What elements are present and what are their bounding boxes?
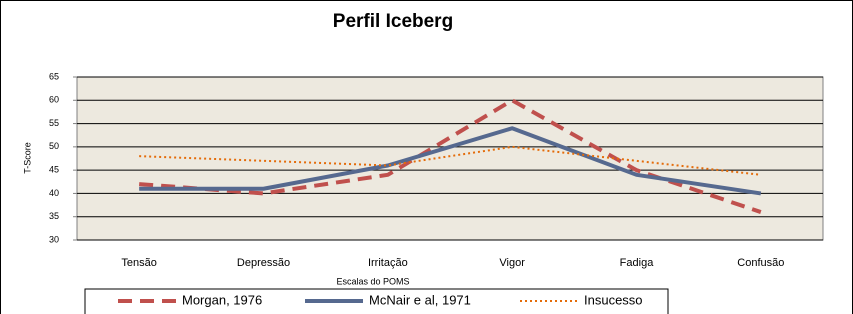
y-tick-label: 60 <box>49 95 59 105</box>
plot-area <box>76 76 824 241</box>
series-line <box>139 126 762 196</box>
x-tick-label: Tensão <box>121 257 156 269</box>
y-tick-label: 50 <box>49 141 59 151</box>
y-tick-label: 35 <box>49 211 59 221</box>
series-line <box>139 145 761 176</box>
y-tick-label: 40 <box>49 188 59 198</box>
y-tick-label: 30 <box>49 234 59 244</box>
y-tick-label: 55 <box>49 118 59 128</box>
x-tick-label: Vigor <box>499 257 525 269</box>
y-axis-label: T-Score <box>22 142 32 174</box>
x-tick-label: Confusão <box>737 257 784 269</box>
x-tick-label: Depressão <box>237 257 290 269</box>
chart-title: Perfil Iceberg <box>333 11 453 32</box>
legend-label: McNair e al, 1971 <box>369 292 471 307</box>
legend-label: Insucesso <box>584 292 643 307</box>
x-axis-label: Escalas do POMS <box>336 276 409 286</box>
x-tick-label: Fadiga <box>620 257 655 269</box>
x-tick-label: Irritação <box>368 257 408 269</box>
y-tick-label: 65 <box>49 71 59 81</box>
legend-label: Morgan, 1976 <box>182 292 262 307</box>
y-tick-label: 45 <box>49 165 59 175</box>
